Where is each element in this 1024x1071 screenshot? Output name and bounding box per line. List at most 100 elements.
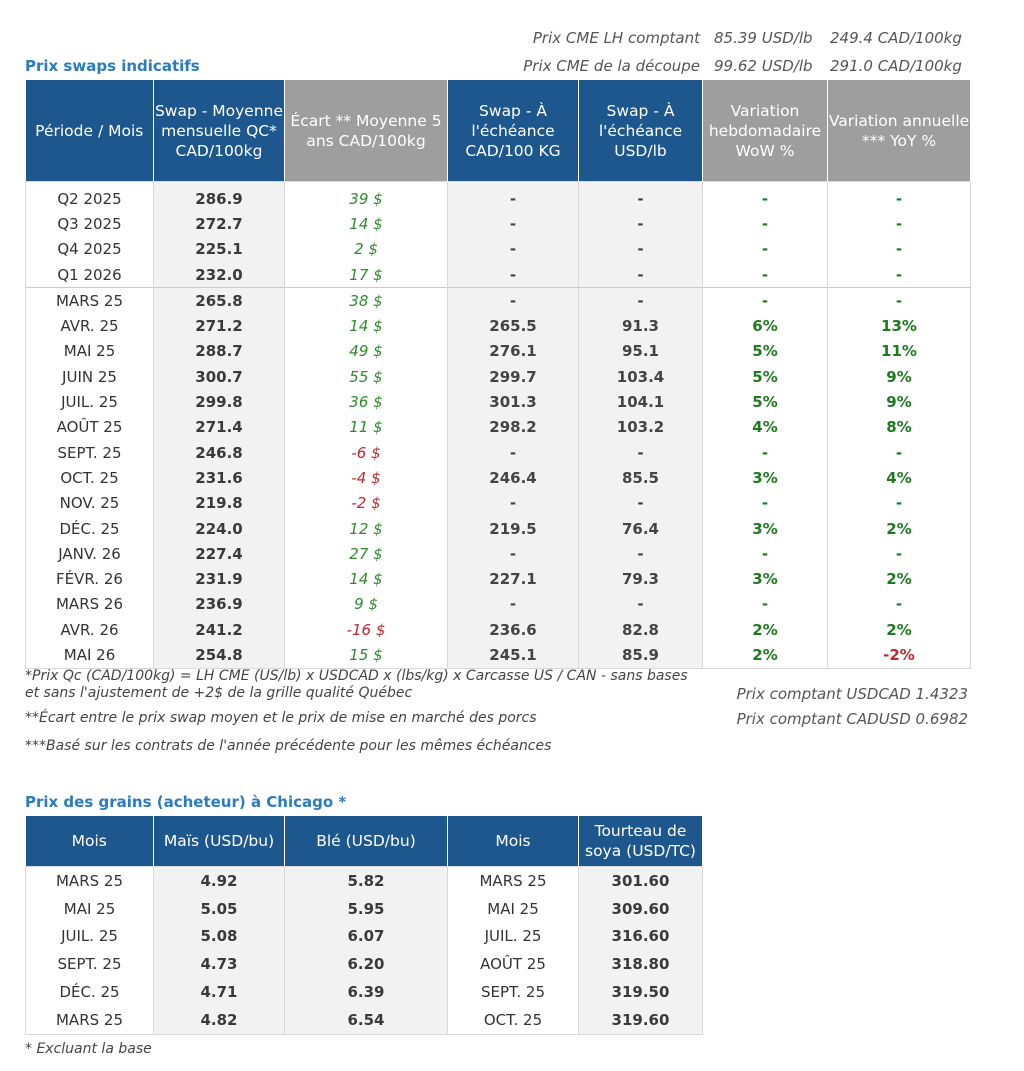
grain-soya: 301.60 [578,866,703,895]
row-yoy: 13% [881,317,917,336]
row-echeance-usd: - [578,287,703,314]
grain-month-2: JUIL. 25 [447,922,579,951]
grain-header-ble: Blé (USD/bu) [284,816,448,867]
grain-ble: 5.82 [284,866,448,895]
row-swap-moyenne: 227.4 [153,541,285,567]
row-yoy: 4% [886,468,912,487]
header-echeance-cad: Swap - À l'échéance CAD/100 KG [447,80,579,182]
grain-ble: 5.95 [284,894,448,923]
header-yoy: Variation annuelle *** YoY % [827,80,971,182]
swap-row: AOÛT 25 271.4 11 $298.2 103.2 4% 8% [26,414,971,440]
row-echeance-cad: - [447,287,579,314]
row-wow: 4% [702,414,828,440]
row-echeance-cad: - [447,236,579,262]
row-ecart: 49 $ [284,338,448,365]
row-ecart: 17 $ [284,261,448,288]
grain-header-mois: Mois [25,816,154,867]
row-echeance-cad: - [447,490,579,516]
row-echeance-usd: - [578,490,703,516]
row-yoy: 9% [886,367,912,386]
row-period: JUIN 25 [62,367,117,386]
cme-lh-label: Prix CME LH comptant [532,29,700,47]
row-yoy: 8% [886,418,912,437]
grain-row: MAI 25 5.05 5.95 MAI 25 309.60 [26,894,703,923]
row-echeance-usd: 79.3 [578,566,703,592]
row-swap-moyenne: 271.2 [153,313,285,339]
row-echeance-usd: - [578,261,703,288]
row-period: SEPT. 25 [57,443,122,462]
row-wow: 3% [702,465,828,491]
row-echeance-usd: 103.2 [578,414,703,440]
row-echeance-cad: 219.5 [447,515,579,542]
row-echeance-cad: 276.1 [447,338,579,365]
row-yoy: 2% [886,570,912,589]
row-wow: 3% [702,515,828,542]
row-echeance-cad: - [447,439,579,466]
row-wow: - [702,236,828,262]
grain-mais: 4.73 [153,950,285,979]
grain-header-mois-2: Mois [447,816,579,867]
swap-row: AVR. 25 271.2 14 $265.5 91.3 6% 13% [26,313,971,339]
row-echeance-cad: 299.7 [447,364,579,390]
row-yoy: - [895,265,903,284]
row-echeance-cad: - [447,591,579,618]
footnote-ecart: **Écart entre le prix swap moyen et le p… [25,710,537,726]
swap-table: Période / Mois Swap - Moyenne mensuelle … [25,80,971,669]
row-ecart: 15 $ [284,642,448,669]
row-echeance-usd: - [578,439,703,466]
grain-header-mais: Maïs (USD/bu) [153,816,285,867]
row-echeance-cad: 265.5 [447,313,579,339]
row-yoy: 9% [886,393,912,412]
row-wow: 5% [702,338,828,365]
row-ecart: 36 $ [284,389,448,415]
row-yoy: - [895,544,903,563]
row-echeance-usd: 103.4 [578,364,703,390]
row-ecart: 9 $ [284,591,448,618]
row-swap-moyenne: 286.9 [153,181,285,212]
swap-row: MARS 25 265.8 38 $ - - - - [25,287,971,314]
grain-mais: 4.82 [153,1005,285,1035]
row-ecart: 2 $ [284,236,448,262]
row-echeance-cad: - [447,211,579,237]
header-echeance-usd: Swap - À l'échéance USD/lb [578,80,703,182]
grain-month-2: MARS 25 [447,866,579,895]
row-swap-moyenne: 236.9 [153,591,285,618]
row-yoy: - [895,214,903,233]
row-wow: - [702,591,828,618]
grain-month-2: MAI 25 [447,894,579,923]
row-ecart: 14 $ [284,566,448,592]
row-swap-moyenne: 219.8 [153,490,285,516]
row-echeance-cad: 245.1 [447,642,579,669]
cme-cut-usd: 99.62 USD/lb [714,57,813,75]
swap-row: MAI 26 254.8 15 $245.1 85.9 2% -2% [26,642,971,669]
row-echeance-usd: - [578,541,703,567]
swap-row: DÉC. 25 224.0 12 $219.5 76.4 3% 2% [26,515,971,542]
row-ecart: -2 $ [284,490,448,516]
grain-ble: 6.39 [284,978,448,1006]
row-wow: - [702,181,828,212]
row-echeance-usd: 85.5 [578,465,703,491]
row-yoy: - [895,595,903,614]
row-period: DÉC. 25 [59,519,120,538]
grain-month: SEPT. 25 [57,955,122,974]
fx-cadusd: Prix comptant CADUSD 0.6982 [736,710,968,728]
grain-row: JUIL. 25 5.08 6.07 JUIL. 25 316.60 [26,922,703,951]
header-swap-moyenne: Swap - Moyenne mensuelle QC* CAD/100kg [153,80,285,182]
row-swap-moyenne: 231.9 [153,566,285,592]
grain-mais: 5.08 [153,922,285,951]
row-swap-moyenne: 288.7 [153,338,285,365]
swap-row: Q1 2026 232.0 17 $ - - - - [26,261,971,288]
swap-row: MARS 26 236.9 9 $ - - - - [26,591,971,618]
row-period: AOÛT 25 [56,418,123,437]
grain-month: DÉC. 25 [59,983,120,1002]
row-swap-moyenne: 271.4 [153,414,285,440]
row-yoy: - [895,189,903,208]
row-swap-moyenne: 265.8 [153,287,285,314]
row-yoy: 2% [886,620,912,639]
cme-lh-row: Prix CME LH comptant 85.39 USD/lb 249.4 … [360,29,966,47]
row-wow: - [702,439,828,466]
grain-row: DÉC. 25 4.71 6.39 SEPT. 25 319.50 [26,978,703,1006]
row-period: AVR. 25 [60,317,119,336]
fx-usdcad: Prix comptant USDCAD 1.4323 [736,685,968,703]
row-echeance-cad: 301.3 [447,389,579,415]
